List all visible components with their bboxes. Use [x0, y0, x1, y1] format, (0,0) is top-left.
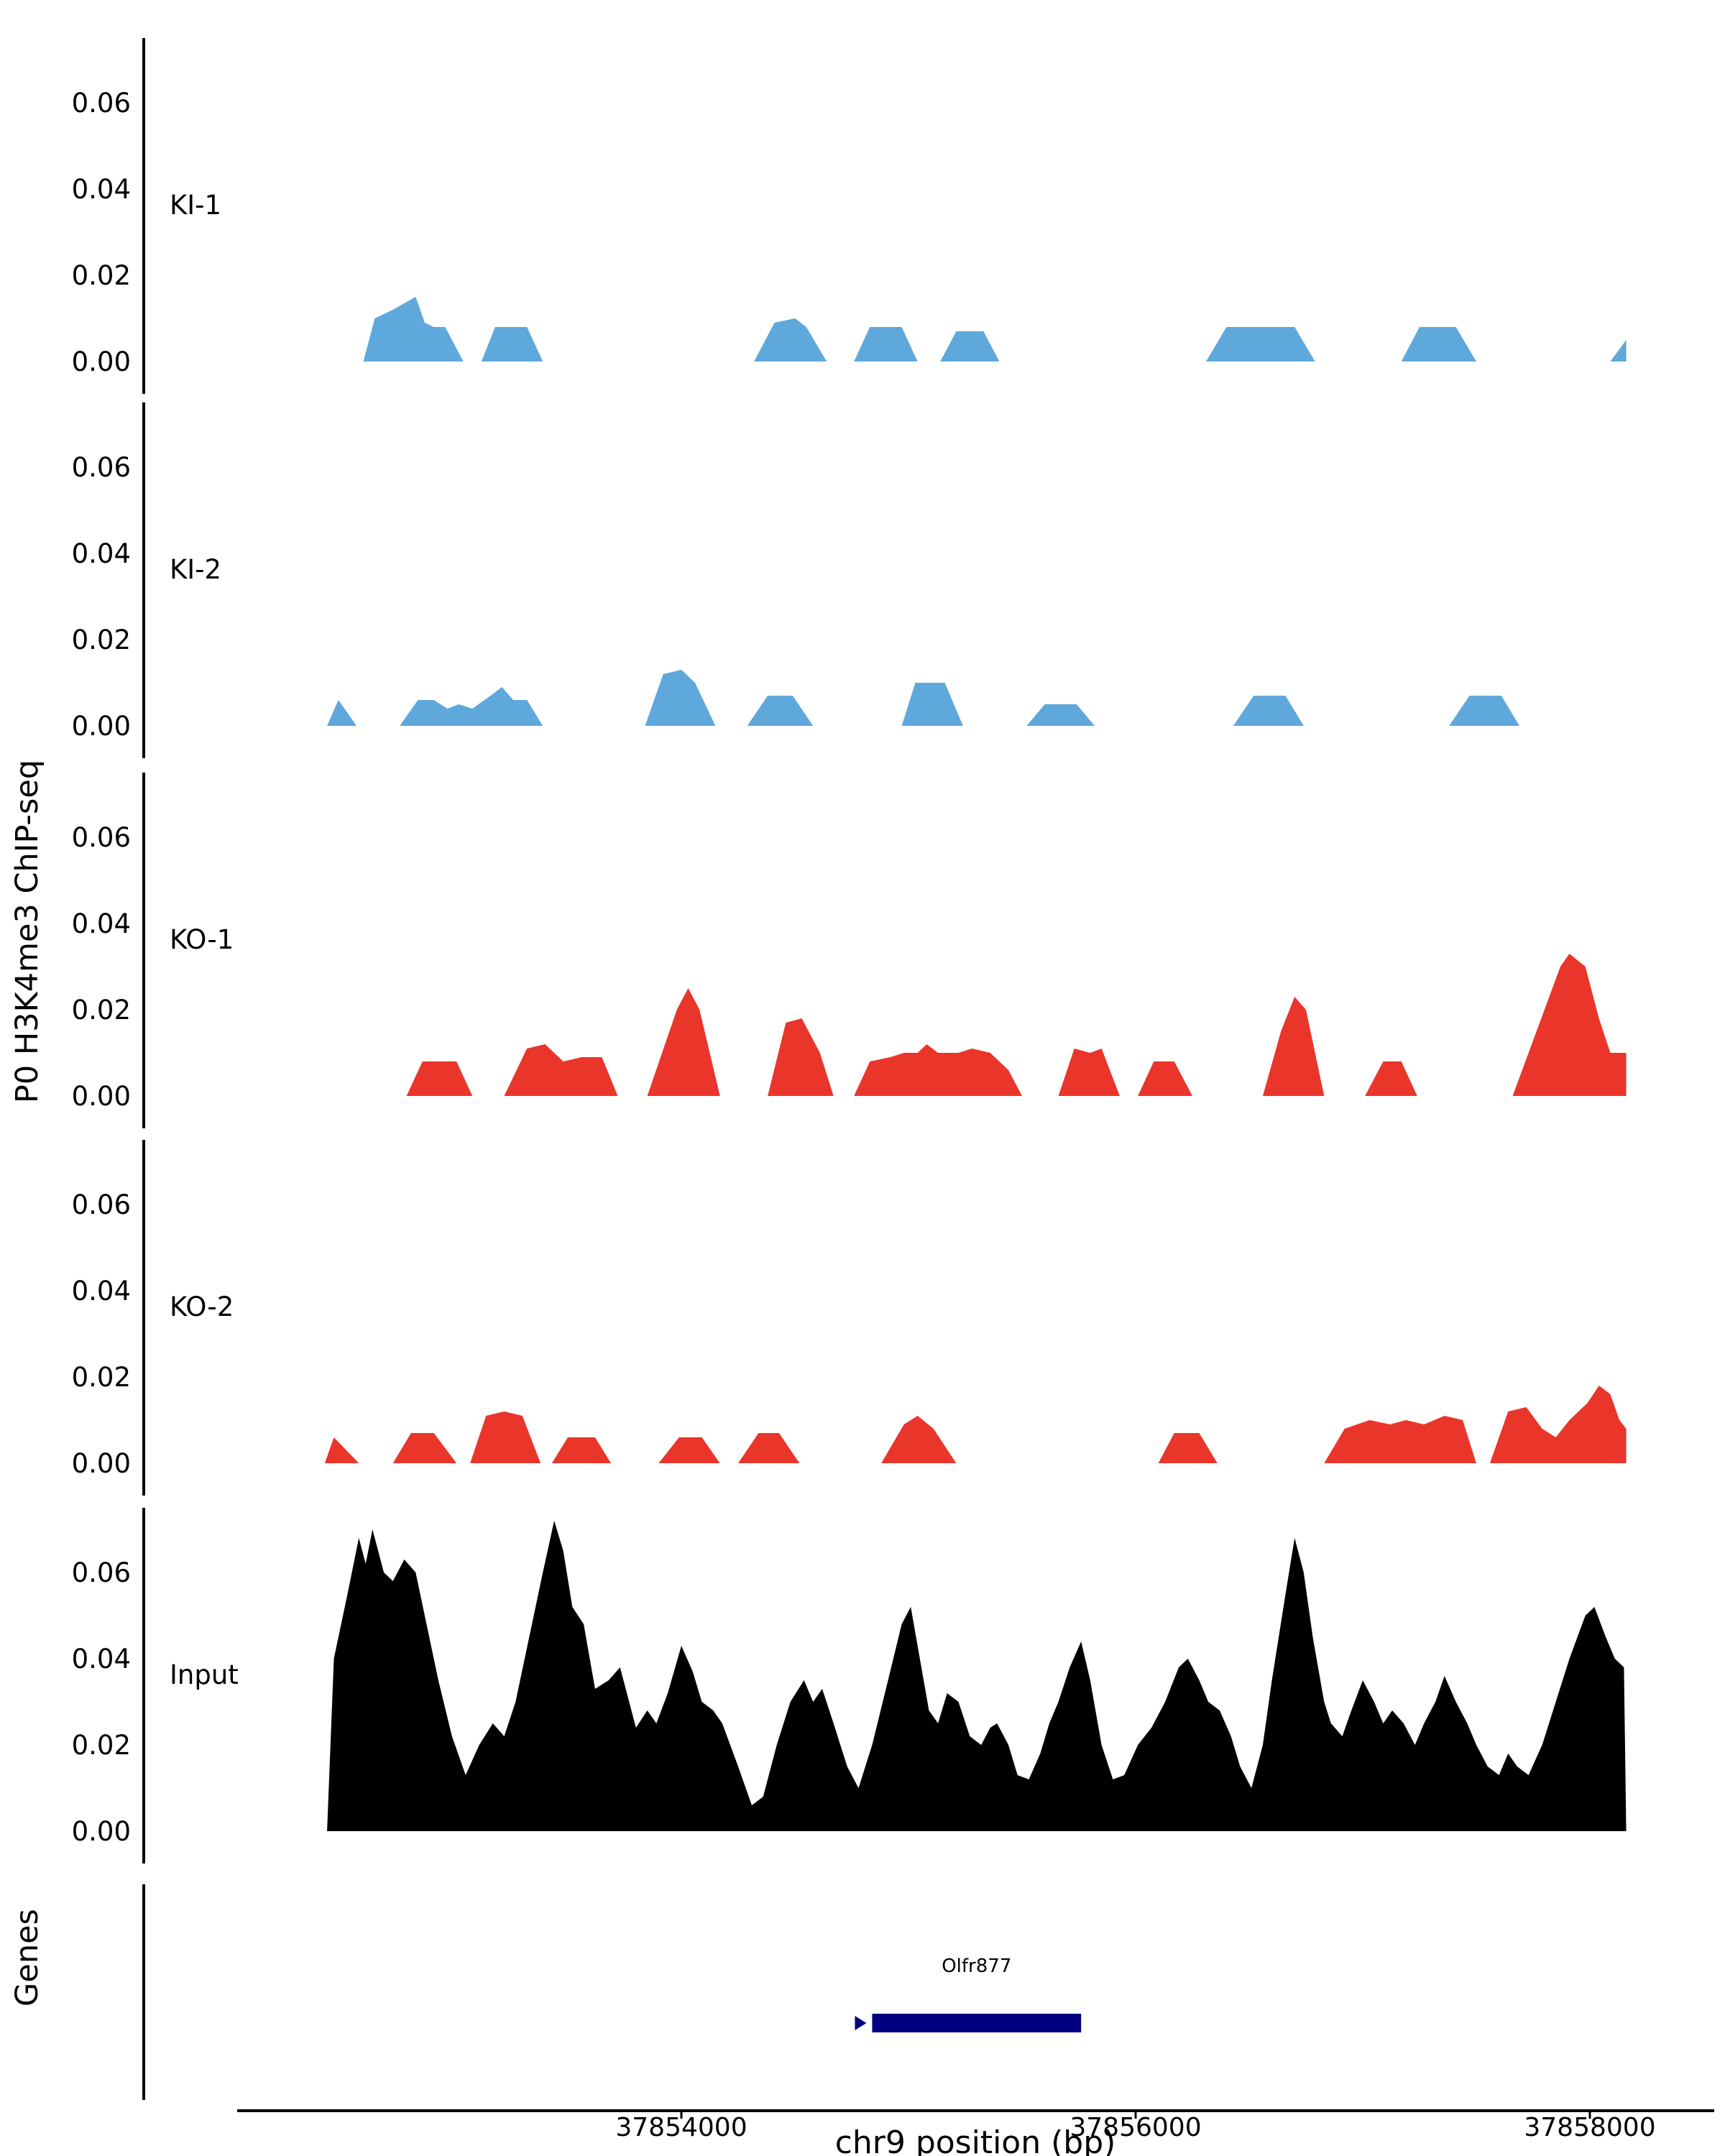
gene-name-label: Olfr877	[942, 1955, 1011, 1977]
y-tick-label: 0.04	[72, 908, 131, 939]
track-area-ki-2	[327, 670, 1520, 726]
track-area-input	[327, 1521, 1627, 1831]
track-label: KI-2	[170, 554, 221, 585]
y-tick-label: 0.06	[72, 88, 131, 119]
track-area-ko-1	[406, 954, 1627, 1096]
x-tick-label: 37858000	[1524, 2113, 1655, 2142]
track-area-ko-2	[324, 1386, 1627, 1463]
x-axis-title: chr9 position (bp)	[835, 2124, 1116, 2156]
track-label: KO-1	[170, 924, 234, 955]
y-tick-label: 0.00	[72, 711, 131, 742]
genes-panel-title: Genes	[9, 1909, 45, 2007]
y-tick-label: 0.06	[72, 1557, 131, 1588]
track-label: KO-2	[170, 1291, 234, 1322]
y-tick-label: 0.00	[72, 346, 131, 377]
y-tick-label: 0.04	[72, 538, 131, 569]
y-tick-label: 0.04	[72, 1644, 131, 1674]
y-tick-label: 0.06	[72, 452, 131, 483]
y-tick-label: 0.02	[72, 1730, 131, 1761]
track-area-ki-1	[363, 297, 1627, 361]
gene-bar	[872, 2014, 1082, 2032]
y-axis-title: P0 H3K4me3 ChIP-seq	[9, 760, 45, 1103]
y-tick-label: 0.00	[72, 1448, 131, 1479]
y-tick-label: 0.02	[72, 260, 131, 291]
x-tick-label: 37854000	[615, 2113, 747, 2142]
track-label: KI-1	[170, 190, 221, 221]
y-tick-label: 0.06	[72, 1189, 131, 1220]
y-tick-label: 0.04	[72, 1276, 131, 1307]
y-tick-label: 0.06	[72, 822, 131, 853]
y-tick-label: 0.02	[72, 995, 131, 1026]
track-label: Input	[170, 1659, 239, 1690]
y-tick-label: 0.02	[72, 625, 131, 655]
y-tick-label: 0.04	[72, 174, 131, 205]
y-tick-label: 0.00	[72, 1081, 131, 1112]
y-tick-label: 0.02	[72, 1362, 131, 1393]
gene-strand-arrow-icon	[855, 2016, 867, 2030]
y-tick-label: 0.00	[72, 1816, 131, 1847]
x-tick-label: 37856000	[1070, 2113, 1201, 2142]
